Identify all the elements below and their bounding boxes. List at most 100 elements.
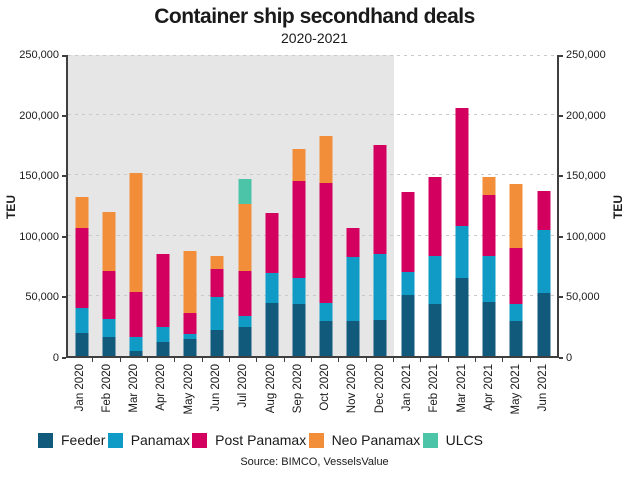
y-tick-label: 0 [52, 352, 59, 364]
legend-swatch-panamax [107, 432, 123, 448]
y-tick-mark [559, 114, 563, 117]
x-label-text: Jul 2020 [237, 364, 250, 408]
bar-segment-feeder [102, 336, 116, 356]
bars-layer [68, 55, 557, 356]
x-tick [121, 358, 148, 362]
x-label-text: Mar 2020 [128, 364, 141, 413]
y-tick-mark [559, 55, 563, 57]
bar-segment-panamax [401, 271, 415, 295]
bar-segment-neo-panamax [210, 256, 224, 270]
stacked-bar-nov-2020 [346, 55, 360, 356]
stacked-bar-feb-2020 [102, 55, 116, 356]
y-axis-ticks-right: 0 50,000 100,000 150,000 200,000 250,000 [559, 49, 607, 364]
y-tick-label: 250,000 [566, 49, 606, 61]
x-label-jul-2020: Jul 2020 [230, 364, 257, 422]
x-label-sep-2020: Sep 2020 [284, 364, 311, 422]
bar-segment-panamax [455, 225, 469, 278]
bar-slot-sep-2020 [285, 55, 312, 356]
bar-slot-dec-2020 [367, 55, 394, 356]
x-axis-labels: Jan 2020 Feb 2020 Mar 2020 Apr 2020 May 2020… [66, 364, 557, 422]
x-label-apr-2020: Apr 2020 [148, 364, 175, 422]
stacked-bar-jan-2021 [401, 55, 415, 356]
y-tick-mark [62, 55, 66, 57]
x-label-mar-2021: Mar 2021 [448, 364, 475, 422]
bar-segment-panamax [482, 256, 496, 302]
bar-segment-feeder [265, 303, 279, 356]
bar-segment-post-panamax [129, 292, 143, 337]
legend-item-panamax: Panamax [107, 432, 190, 448]
legend-label: ULCS [445, 432, 483, 448]
y-tick-label: 0 [566, 352, 573, 364]
y-axis-label-left-text: TEU [4, 194, 18, 219]
bar-segment-panamax [210, 297, 224, 330]
bar-segment-neo-panamax [183, 251, 197, 313]
bar-segment-panamax [75, 307, 89, 334]
x-label-text: May 2021 [510, 364, 523, 415]
bar-segment-feeder [537, 293, 550, 356]
y-tick-label: 200,000 [19, 109, 59, 122]
x-label-jan-2020: Jan 2020 [66, 364, 93, 422]
legend-item-feeder: Feeder [38, 432, 105, 448]
x-label-text: Jun 2021 [537, 364, 550, 412]
bar-segment-neo-panamax [129, 173, 143, 293]
bar-segment-post-panamax [102, 270, 116, 319]
y-tick-mark [62, 114, 66, 117]
x-tick [503, 358, 531, 362]
x-label-text: Apr 2020 [155, 364, 168, 411]
bar-segment-post-panamax [401, 192, 415, 272]
bar-slot-jul-2020 [231, 55, 258, 356]
bar-segment-panamax [265, 272, 279, 304]
bar-segment-post-panamax [482, 194, 496, 257]
bar-segment-feeder [319, 321, 333, 356]
bar-segment-feeder [509, 321, 523, 356]
bar-slot-may-2020 [177, 55, 204, 356]
bar-segment-feeder [428, 304, 442, 356]
stacked-bar-apr-2020 [156, 55, 170, 356]
gridline-100,000 [68, 234, 557, 236]
bar-segment-feeder [346, 321, 360, 356]
bar-segment-feeder [401, 294, 415, 356]
x-label-nov-2020: Nov 2020 [339, 364, 366, 422]
x-axis-area: Jan 2020 Feb 2020 Mar 2020 Apr 2020 May 2020… [0, 358, 629, 422]
gridline-200,000 [68, 114, 557, 116]
bar-segment-panamax [102, 318, 116, 337]
x-label-may-2021: May 2021 [503, 364, 530, 422]
x-label-aug-2020: Aug 2020 [257, 364, 284, 422]
y-tick-mark [62, 175, 66, 178]
legend-label: Feeder [61, 432, 106, 448]
x-label-jun-2020: Jun 2020 [202, 364, 229, 422]
stacked-bar-jun-2020 [210, 55, 224, 356]
stacked-bar-mar-2021 [455, 55, 469, 356]
y-tick-mark [559, 296, 563, 299]
gridline-50,000 [68, 294, 557, 296]
y-tick-label: 50,000 [25, 291, 59, 304]
y-axis-label-right: TEU [607, 55, 629, 358]
y-tick-mark [559, 175, 563, 178]
x-label-mar-2020: Mar 2020 [121, 364, 148, 422]
y-tick-label: 200,000 [566, 109, 606, 122]
x-label-text: Mar 2021 [455, 364, 468, 413]
bar-segment-feeder [455, 277, 469, 356]
bar-segment-feeder [292, 304, 306, 356]
x-tick [203, 358, 230, 362]
bar-segment-feeder [129, 351, 143, 356]
source-note: Source: BIMCO, VesselsValue [240, 456, 389, 468]
stacked-bar-may-2021 [509, 55, 523, 356]
y-tick-label: 150,000 [19, 170, 59, 183]
bar-segment-post-panamax [156, 253, 170, 328]
stacked-bar-feb-2021 [428, 55, 442, 356]
bar-segment-neo-panamax [482, 176, 496, 195]
bar-slot-jun-2021 [530, 55, 557, 356]
bar-segment-neo-panamax [292, 148, 306, 182]
x-axis-spacer-right [557, 358, 629, 422]
stacked-bar-apr-2021 [482, 55, 496, 356]
bar-segment-post-panamax [373, 145, 387, 254]
legend-swatch-feeder [38, 432, 53, 448]
bar-slot-apr-2021 [476, 55, 503, 356]
x-label-text: Feb 2021 [428, 364, 441, 413]
x-label-text: Apr 2021 [482, 364, 495, 411]
bar-slot-may-2021 [503, 55, 530, 356]
bar-segment-post-panamax [319, 182, 333, 304]
x-label-feb-2021: Feb 2021 [421, 364, 448, 422]
